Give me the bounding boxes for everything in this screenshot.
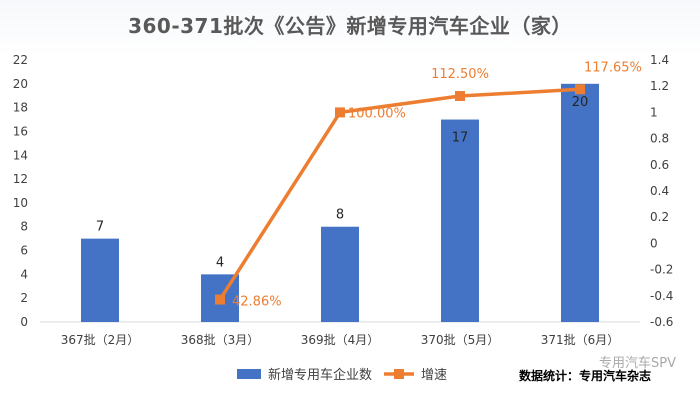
watermark: 专用汽车SPV: [599, 355, 676, 371]
x-tick-label: 371批（6月）: [541, 332, 620, 347]
bar-data-label: 8: [336, 208, 344, 223]
bar: [81, 238, 119, 322]
line-point: [575, 84, 585, 95]
x-tick-label: 367批（2月）: [61, 332, 140, 347]
bar-data-label: 17: [452, 131, 469, 146]
bar: [561, 83, 599, 323]
y-right-tick-label: 0.4: [650, 184, 669, 198]
y-left-tick-label: 14: [13, 148, 28, 162]
y-left-tick-label: 16: [13, 124, 28, 138]
y-right-tick-label: 0: [650, 236, 658, 250]
legend-swatch-bar: [237, 369, 261, 379]
y-left-tick-label: 2: [20, 291, 28, 305]
y-right-tick-label: 1: [650, 105, 658, 119]
line-point: [455, 91, 465, 102]
legend-label: 新增专用车企业数: [268, 367, 372, 383]
legend-label: 增速: [421, 368, 447, 383]
line-data-label: 112.50%: [431, 67, 489, 82]
y-right-tick-label: 1.2: [650, 79, 669, 93]
x-tick-label: 370批（5月）: [421, 332, 500, 347]
y-left-tick-label: 4: [20, 267, 28, 281]
y-left-tick-label: 6: [20, 244, 28, 258]
legend-swatch-marker: [394, 369, 404, 379]
line-point: [335, 107, 345, 118]
y-left-tick-label: 18: [13, 101, 28, 115]
y-right-tick-label: 0.6: [650, 158, 669, 172]
y-left-tick-label: 20: [13, 77, 28, 91]
line-data-label: 100.00%: [348, 106, 406, 121]
line-data-label: 117.65%: [584, 60, 642, 75]
y-left-tick-label: 10: [13, 196, 28, 210]
line-series-path: [218, 87, 581, 301]
bar: [441, 119, 479, 322]
y-left-tick-label: 0: [20, 315, 28, 329]
y-right-tick-label: -0.6: [650, 315, 673, 329]
y-left-tick-label: 22: [13, 53, 28, 67]
y-left-tick-label: 8: [20, 220, 28, 234]
bar-data-label: 7: [96, 220, 104, 235]
line-data-label: 42.86%: [232, 295, 282, 310]
y-right-tick-label: 0.8: [650, 132, 669, 146]
bar-data-label: 20: [572, 95, 589, 110]
y-right-tick-label: 1.4: [650, 53, 669, 67]
y-right-tick-label: -0.2: [650, 263, 673, 277]
x-tick-label: 368批（3月）: [181, 332, 260, 347]
source-note: 数据统计：专用汽车杂志: [519, 368, 651, 383]
bar: [321, 226, 359, 322]
y-right-tick-label: -0.4: [650, 289, 673, 303]
y-right-tick-label: 0.2: [650, 210, 669, 224]
line-point: [215, 294, 225, 305]
y-left-tick-label: 12: [13, 172, 28, 186]
bar-data-label: 4: [216, 255, 224, 270]
x-tick-label: 369批（4月）: [301, 332, 380, 347]
chart-title: 360-371批次《公告》新增专用汽车企业（家）: [128, 14, 572, 38]
